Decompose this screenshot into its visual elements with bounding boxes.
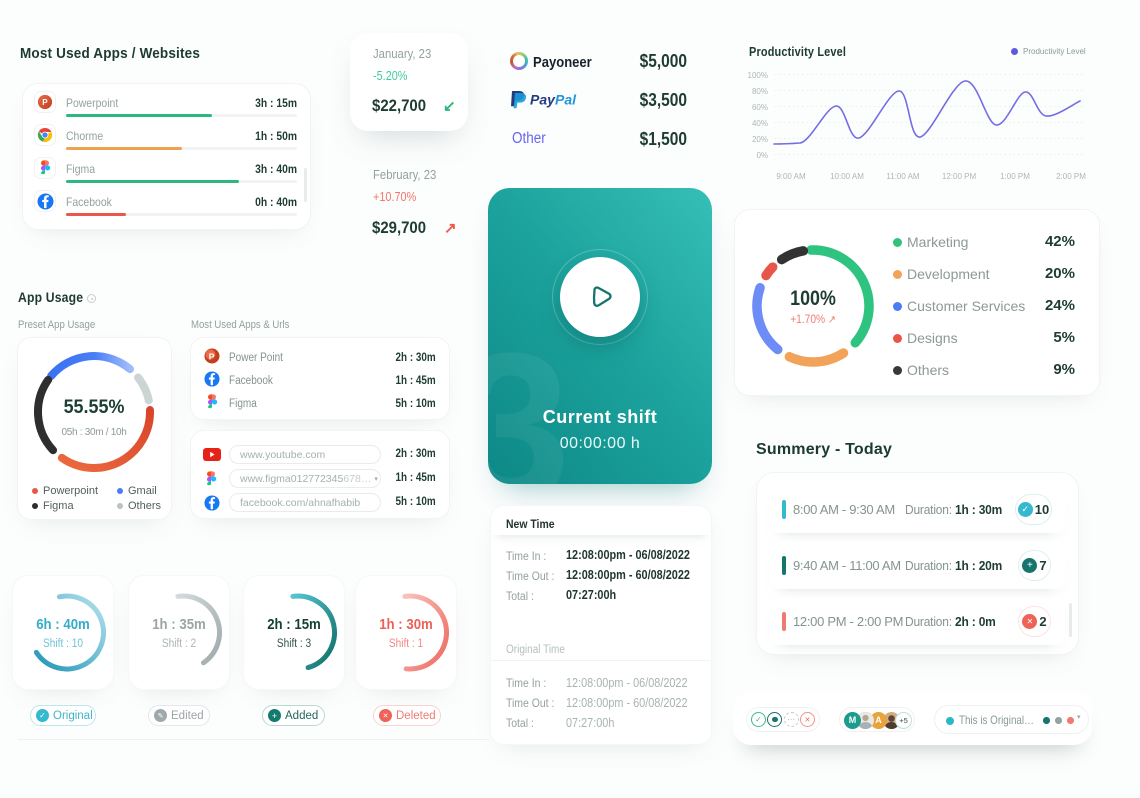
svg-text:P: P (42, 98, 48, 107)
svg-text:1:00 PM: 1:00 PM (1000, 172, 1030, 181)
svg-text:9:00 AM: 9:00 AM (776, 172, 806, 181)
svg-text:Pal: Pal (555, 92, 577, 108)
svg-text:80%: 80% (752, 87, 768, 96)
svg-text:40%: 40% (752, 119, 768, 128)
svg-text:100%: 100% (748, 71, 768, 80)
svg-text:20%: 20% (752, 135, 768, 144)
svg-text:11:00 AM: 11:00 AM (886, 172, 920, 181)
svg-text:2:00 PM: 2:00 PM (1056, 172, 1086, 181)
svg-text:P: P (209, 351, 215, 361)
svg-text:12:00 PM: 12:00 PM (942, 172, 977, 181)
svg-text:Pay: Pay (530, 92, 556, 108)
svg-text:10:00 AM: 10:00 AM (830, 172, 864, 181)
svg-text:60%: 60% (752, 103, 768, 112)
svg-text:0%: 0% (756, 151, 768, 160)
